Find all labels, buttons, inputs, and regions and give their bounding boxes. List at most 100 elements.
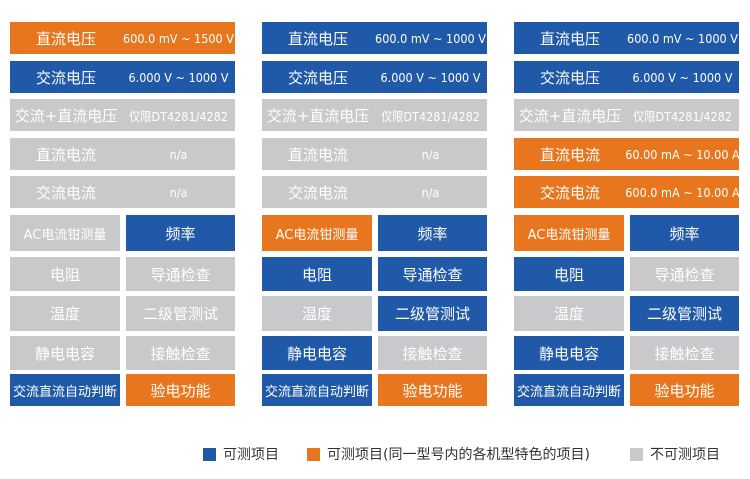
feature-text: 电阻: [301, 265, 332, 284]
row-value: 仅限DT4281/4282: [128, 108, 229, 124]
feature-text: 验电功能: [150, 381, 211, 400]
row-label: 交流电流: [35, 183, 96, 202]
feature-cell: 电阻: [514, 257, 624, 291]
feature-text: 静电电容: [34, 344, 95, 363]
feature-cell: 导通检查: [378, 257, 487, 291]
row-cell: 直流电流 n/a: [262, 138, 487, 170]
row-cell: 交流电压 6.000 V ~ 1000 V: [262, 61, 487, 93]
feature-text: 温度: [553, 305, 584, 323]
feature-text: 电阻: [49, 265, 80, 284]
row-value: 仅限DT4281/4282: [380, 108, 481, 124]
row-value: 600.0 mV ~ 1500 V: [123, 30, 234, 46]
row-label: 直流电流: [287, 145, 348, 164]
row-cell: 交流电压 6.000 V ~ 1000 V: [514, 61, 739, 93]
feature-text: 静电电容: [286, 344, 347, 363]
feature-cell: 温度: [262, 296, 372, 331]
row-value: 6.000 V ~ 1000 V: [632, 69, 733, 85]
feature-cell: 二级管测试: [378, 296, 487, 331]
feature-cell: AC电流钳测量: [10, 215, 120, 251]
feature-cell: 接触检查: [378, 336, 487, 370]
feature-cell: 频率: [378, 215, 487, 251]
feature-text: 静电电容: [538, 344, 599, 363]
feature-cell: 温度: [10, 296, 120, 331]
feature-cell: 交流直流自动判断: [514, 374, 624, 406]
legend-label: 可测项目(同一型号内的各机型特色的项目): [327, 447, 590, 463]
row-label: 直流电流: [35, 145, 96, 164]
feature-text: 导通检查: [654, 265, 715, 284]
row-value: 600.0 mV ~ 1000 V: [375, 30, 486, 46]
row-label: 交流电压: [539, 68, 600, 87]
feature-text: 导通检查: [402, 265, 463, 284]
feature-cell: 静电电容: [262, 336, 372, 370]
row-value: 600.0 mV ~ 1000 V: [627, 30, 738, 46]
row-cell: 直流电压 600.0 mV ~ 1000 V: [514, 22, 739, 54]
row-value: 6.000 V ~ 1000 V: [380, 69, 481, 85]
row-cell: 交流电压 6.000 V ~ 1000 V: [10, 61, 235, 93]
row-label: 直流电压: [35, 29, 96, 48]
feature-text: 二级管测试: [646, 305, 722, 323]
row-cell: 交流电流 n/a: [262, 176, 487, 208]
row-value: 600.0 mA ~ 10.00 A: [625, 184, 740, 200]
feature-text: 频率: [165, 224, 196, 243]
row-value: n/a: [421, 184, 440, 200]
feature-cell: 频率: [126, 215, 235, 251]
row-label: 直流电压: [287, 29, 348, 48]
row-label: 直流电压: [539, 29, 600, 48]
row-value: n/a: [421, 146, 440, 162]
row-label: 交流电流: [287, 183, 348, 202]
feature-text: 接触检查: [402, 344, 463, 363]
feature-cell: 验电功能: [126, 374, 235, 406]
feature-cell: 接触检查: [630, 336, 739, 370]
feature-text: 交流直流自动判断: [516, 384, 621, 400]
feature-text: AC电流钳测量: [275, 227, 359, 243]
feature-cell: 电阻: [262, 257, 372, 291]
row-value: 60.00 mA ~ 10.00 A: [625, 146, 740, 162]
feature-cell: 二级管测试: [630, 296, 739, 331]
feature-cell: 导通检查: [630, 257, 739, 291]
legend-item: 可测项目: [203, 444, 279, 464]
row-value: n/a: [169, 146, 188, 162]
row-label: 交流电压: [287, 68, 348, 87]
legend-swatch: [203, 447, 216, 461]
feature-cell: 静电电容: [514, 336, 624, 370]
row-cell: 交流+直流电压 仅限DT4281/4282: [514, 99, 739, 131]
feature-cell: AC电流钳测量: [262, 215, 372, 251]
feature-cell: 频率: [630, 215, 739, 251]
feature-text: AC电流钳测量: [527, 227, 611, 243]
feature-text: 温度: [301, 305, 332, 323]
legend-label: 不可测项目: [650, 447, 720, 463]
legend-item: 可测项目(同一型号内的各机型特色的项目): [307, 444, 590, 464]
feature-cell: 电阻: [10, 257, 120, 291]
row-cell: 直流电流 60.00 mA ~ 10.00 A: [514, 138, 740, 170]
feature-text: 频率: [417, 224, 448, 243]
row-cell: 直流电流 n/a: [10, 138, 235, 170]
feature-text: 二级管测试: [394, 305, 470, 323]
row-cell: 交流+直流电压 仅限DT4281/4282: [10, 99, 235, 131]
legend-label: 可测项目: [223, 447, 279, 463]
row-label: 交流+直流电压: [14, 106, 118, 125]
legend-swatch: [630, 447, 643, 461]
feature-text: 频率: [669, 224, 700, 243]
feature-cell: 接触检查: [126, 336, 235, 370]
row-cell: 直流电压 600.0 mV ~ 1000 V: [262, 22, 487, 54]
row-label: 交流电流: [539, 183, 600, 202]
feature-text: AC电流钳测量: [23, 227, 107, 243]
feature-cell: 二级管测试: [126, 296, 235, 331]
row-value: 仅限DT4281/4282: [632, 108, 733, 124]
feature-text: 接触检查: [654, 344, 715, 363]
feature-text: 交流直流自动判断: [12, 384, 117, 400]
feature-cell: 静电电容: [10, 336, 120, 370]
feature-cell: 验电功能: [378, 374, 487, 406]
feature-text: 验电功能: [654, 381, 715, 400]
feature-text: 验电功能: [402, 381, 463, 400]
row-cell: 直流电压 600.0 mV ~ 1500 V: [10, 22, 235, 54]
feature-cell: 交流直流自动判断: [262, 374, 372, 406]
feature-cell: 验电功能: [630, 374, 739, 406]
row-value: 6.000 V ~ 1000 V: [128, 69, 229, 85]
feature-text: 温度: [49, 305, 80, 323]
feature-cell: AC电流钳测量: [514, 215, 624, 251]
feature-text: 交流直流自动判断: [264, 384, 369, 400]
feature-text: 导通检查: [150, 265, 211, 284]
feature-text: 二级管测试: [142, 305, 218, 323]
